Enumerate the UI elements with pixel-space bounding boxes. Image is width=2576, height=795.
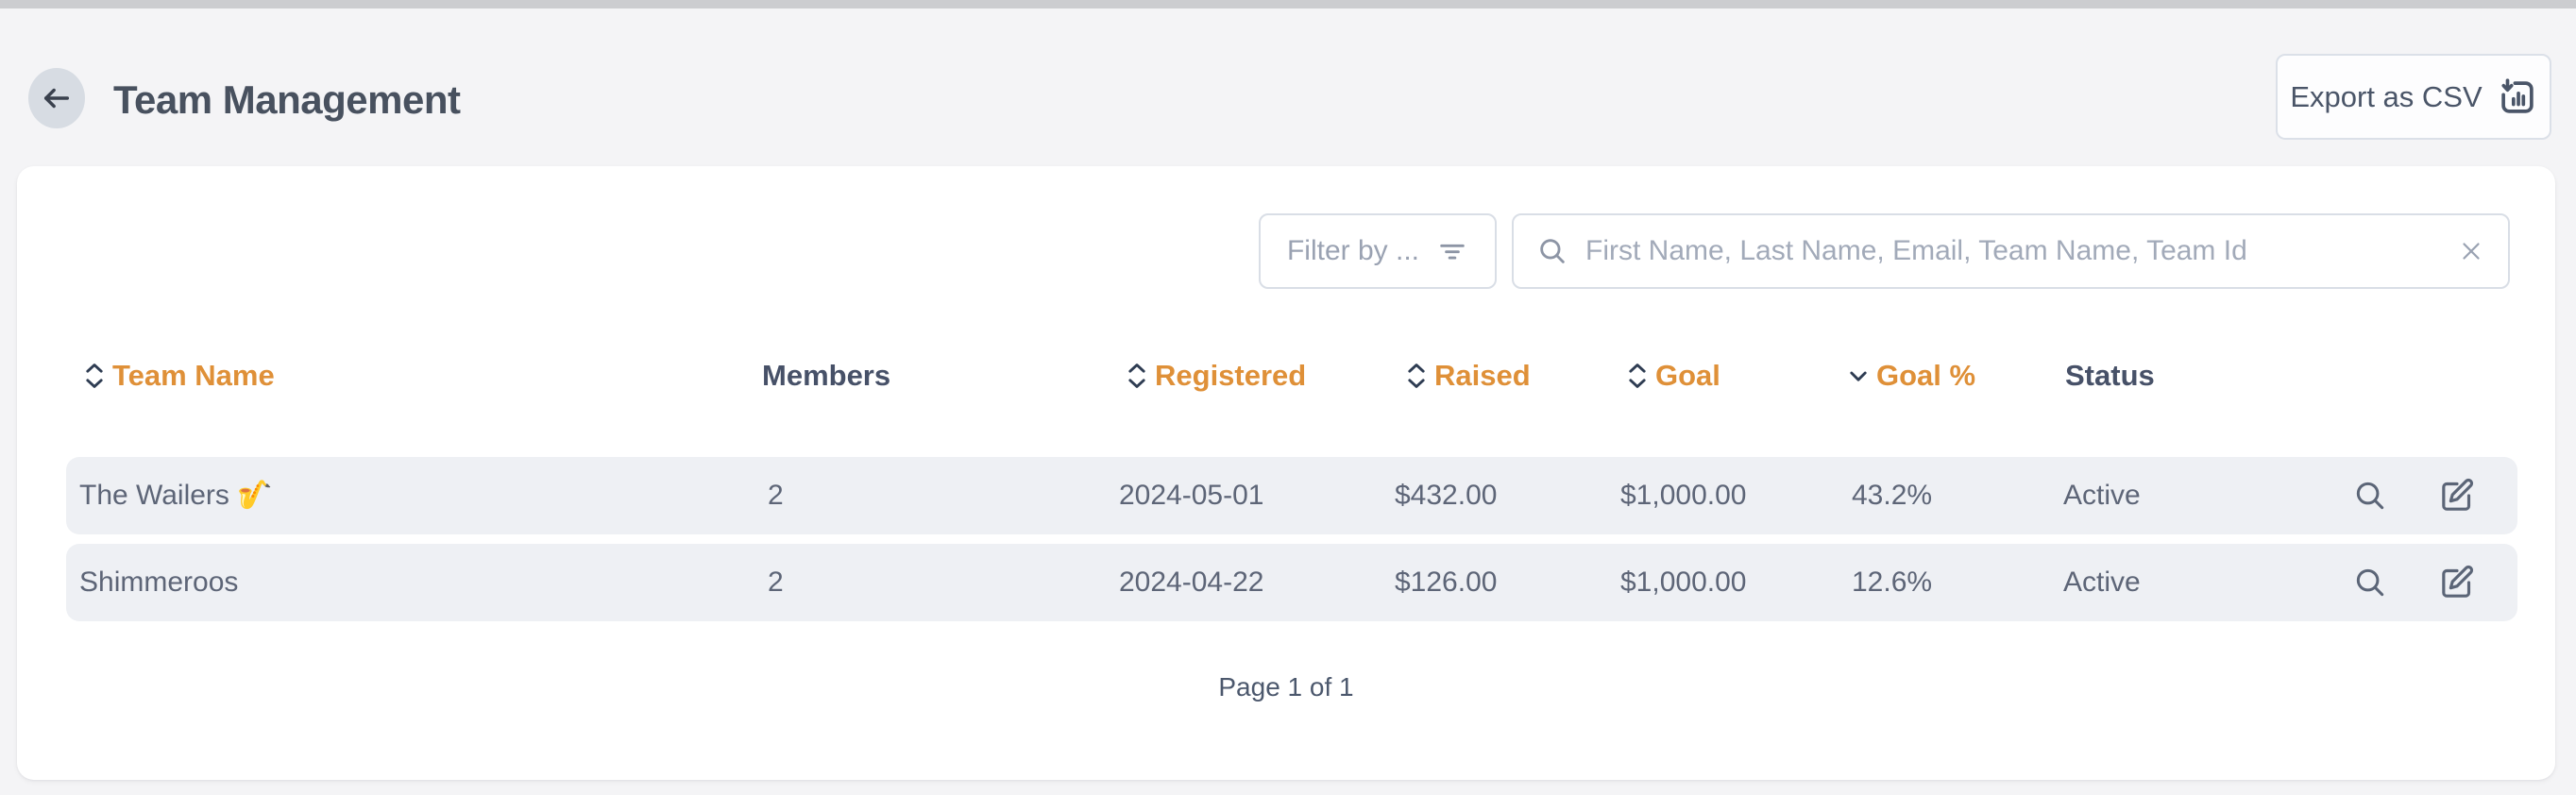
column-label: Status: [2065, 359, 2155, 392]
team-name-cell: Shimmeroos: [79, 567, 239, 598]
sort-desc-icon: [1847, 364, 1870, 387]
team-table-card: Filter by ... Team Nam: [17, 166, 2555, 780]
goal-pct-cell: 43.2%: [1852, 480, 1933, 511]
edit-pencil-icon: [2438, 477, 2476, 515]
goal-cell: $1,000.00: [1620, 567, 1747, 598]
column-label: Registered: [1155, 359, 1307, 392]
search-box: [1512, 213, 2510, 289]
registered-cell: 2024-04-22: [1119, 567, 1264, 598]
export-csv-button[interactable]: Export as CSV: [2276, 54, 2551, 140]
column-header-team-name[interactable]: Team Name: [83, 347, 275, 404]
column-label: Goal: [1655, 359, 1720, 392]
sort-both-icon: [1405, 361, 1428, 391]
table-row: The Wailers 🎷 2 2024-05-01 $432.00 $1,00…: [66, 457, 2517, 534]
column-header-status: Status: [2065, 347, 2155, 404]
export-csv-label: Export as CSV: [2290, 79, 2483, 113]
close-icon: [2457, 237, 2485, 265]
view-team-button[interactable]: [2351, 564, 2389, 601]
column-header-raised[interactable]: Raised: [1405, 347, 1531, 404]
registered-cell: 2024-05-01: [1119, 480, 1264, 511]
sort-both-icon: [1126, 361, 1148, 391]
raised-cell: $432.00: [1395, 480, 1498, 511]
column-header-registered[interactable]: Registered: [1126, 347, 1306, 404]
edit-team-button[interactable]: [2438, 477, 2476, 515]
search-input[interactable]: [1585, 235, 2440, 267]
members-cell: 2: [768, 567, 784, 598]
column-label: Members: [762, 359, 891, 392]
column-label: Raised: [1434, 359, 1531, 392]
top-edge-divider: [0, 0, 2576, 8]
status-cell: Active: [2063, 567, 2141, 598]
raised-cell: $126.00: [1395, 567, 1498, 598]
clear-search-button[interactable]: [2457, 237, 2485, 265]
filter-button[interactable]: Filter by ...: [1259, 213, 1497, 289]
magnifier-icon: [2352, 478, 2388, 514]
goal-pct-cell: 12.6%: [1852, 567, 1933, 598]
column-header-members: Members: [762, 347, 890, 404]
team-name-cell: The Wailers 🎷: [79, 480, 273, 511]
members-cell: 2: [768, 480, 784, 511]
back-button[interactable]: [28, 68, 85, 128]
filter-button-label: Filter by ...: [1286, 235, 1420, 266]
table-row: Shimmeroos 2 2024-04-22 $126.00 $1,000.0…: [66, 544, 2517, 621]
magnifier-icon: [2352, 565, 2388, 600]
status-cell: Active: [2063, 480, 2141, 511]
page-title: Team Management: [113, 77, 461, 122]
sort-both-icon: [83, 361, 106, 391]
edit-team-button[interactable]: [2438, 564, 2476, 601]
arrow-left-icon: [41, 82, 73, 114]
column-header-goal-pct[interactable]: Goal %: [1847, 347, 1975, 404]
goal-cell: $1,000.00: [1620, 480, 1747, 511]
pagination-label: Page 1 of 1: [1218, 672, 1354, 702]
filter-lines-icon: [1436, 235, 1468, 267]
view-team-button[interactable]: [2351, 477, 2389, 515]
edit-pencil-icon: [2438, 564, 2476, 601]
column-label: Team Name: [112, 359, 275, 392]
column-header-goal[interactable]: Goal: [1626, 347, 1720, 404]
sort-both-icon: [1626, 361, 1649, 391]
search-icon: [1536, 235, 1568, 267]
chart-download-icon: [2498, 77, 2537, 117]
column-label: Goal %: [1876, 359, 1976, 392]
